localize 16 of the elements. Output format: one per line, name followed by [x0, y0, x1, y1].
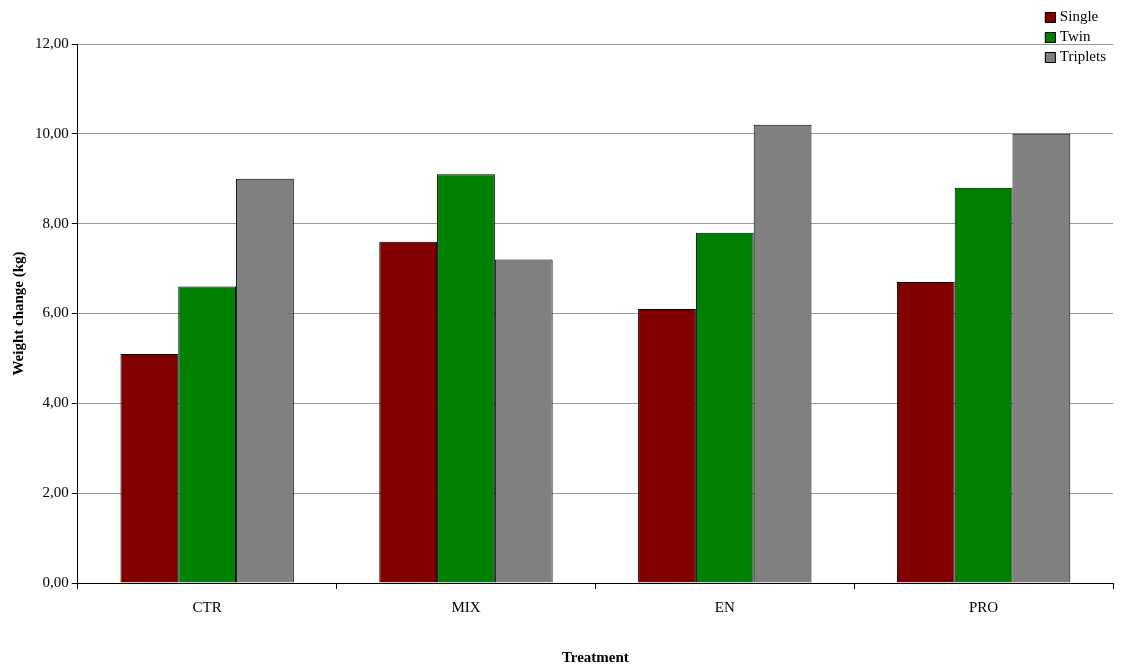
legend-label: Single: [1059, 8, 1099, 25]
y-axis-title: Weight change (kg): [9, 251, 27, 376]
x-axis-title: Treatment: [561, 648, 629, 665]
x-tick-label: CTR: [192, 598, 222, 615]
y-tick-label: 8,00: [42, 214, 69, 231]
legend-label: Triplets: [1059, 48, 1107, 65]
y-tick-label: 2,00: [42, 484, 69, 501]
y-tick-label: 10,00: [35, 124, 69, 141]
x-tick-label: MIX: [451, 598, 481, 615]
y-tick-label: 12,00: [35, 34, 69, 51]
y-tick-label: 0,00: [42, 573, 69, 590]
y-tick-label: 4,00: [42, 394, 69, 411]
x-tick-label: PRO: [969, 598, 999, 615]
legend-label: Twin: [1059, 28, 1091, 45]
y-tick-label: 6,00: [42, 304, 69, 321]
x-tick-label: EN: [714, 598, 735, 615]
